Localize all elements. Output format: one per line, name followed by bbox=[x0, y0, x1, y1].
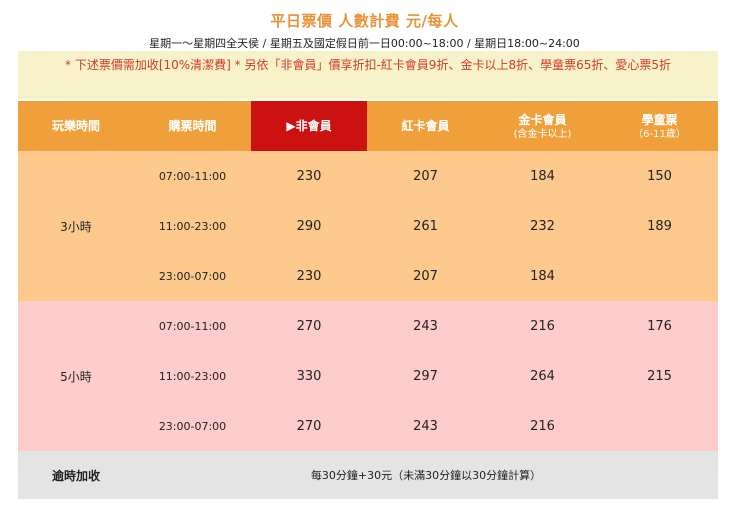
tab-student-ticket[interactable]: 學童票 （6-11歲） bbox=[601, 101, 718, 151]
red-card-price: 243 bbox=[367, 301, 484, 351]
gold-card-price: 216 bbox=[484, 401, 601, 451]
non-member-price: 290 bbox=[251, 201, 367, 251]
tab-gold-card-member[interactable]: 金卡會員 (含金卡以上) bbox=[484, 101, 601, 151]
slot-cell: 11:00-23:00 bbox=[134, 351, 251, 401]
red-card-price: 261 bbox=[367, 201, 484, 251]
non-member-price: 270 bbox=[251, 401, 367, 451]
student-price: 215 bbox=[601, 351, 718, 401]
student-price-empty bbox=[601, 401, 718, 451]
col-header-play-time: 玩樂時間 bbox=[18, 101, 134, 151]
group-3-hours: 3小時 07:00-11:00 230 207 184 150 11:00-23… bbox=[18, 151, 718, 301]
gold-card-price: 184 bbox=[484, 251, 601, 301]
student-price: 150 bbox=[601, 151, 718, 201]
non-member-price: 230 bbox=[251, 151, 367, 201]
slot-cell: 07:00-11:00 bbox=[134, 301, 251, 351]
red-card-price: 207 bbox=[367, 251, 484, 301]
table-row: 11:00-23:00 290 261 232 189 bbox=[18, 201, 718, 251]
schedule-subtitle: 星期一～星期四全天侯 / 星期五及國定假日前一日00:00~18:00 / 星期… bbox=[149, 37, 580, 50]
table-row: 23:00-07:00 230 207 184 bbox=[18, 251, 718, 301]
duration-cell: 3小時 bbox=[18, 151, 134, 301]
slot-cell: 23:00-07:00 bbox=[134, 251, 251, 301]
gold-card-price: 216 bbox=[484, 301, 601, 351]
gold-card-price: 184 bbox=[484, 151, 601, 201]
student-age-note: （6-11歲） bbox=[633, 128, 686, 140]
table-header-row: 玩樂時間 購票時間 ▶非會員 紅卡會員 金卡會員 (含金卡以上) 學童票 （6-11… bbox=[18, 101, 718, 151]
red-card-price: 243 bbox=[367, 401, 484, 451]
slot-cell: 07:00-11:00 bbox=[134, 151, 251, 201]
student-price: 189 bbox=[601, 201, 718, 251]
gold-card-price: 232 bbox=[484, 201, 601, 251]
duration-cell: 5小時 bbox=[18, 301, 134, 451]
gold-card-note: (含金卡以上) bbox=[513, 128, 572, 140]
table-row: 23:00-07:00 270 243 216 bbox=[18, 401, 718, 451]
slot-cell: 11:00-23:00 bbox=[134, 201, 251, 251]
student-price-empty bbox=[601, 251, 718, 301]
non-member-price: 330 bbox=[251, 351, 367, 401]
overtime-row: 逾時加收 每30分鐘+30元（未滿30分鐘以30分鐘計算） bbox=[18, 451, 718, 499]
tab-red-card-member[interactable]: 紅卡會員 bbox=[367, 101, 484, 151]
tab-non-member[interactable]: ▶非會員 bbox=[251, 101, 367, 151]
gold-card-price: 264 bbox=[484, 351, 601, 401]
col-header-purchase-time: 購票時間 bbox=[134, 101, 251, 151]
non-member-price: 230 bbox=[251, 251, 367, 301]
red-card-price: 297 bbox=[367, 351, 484, 401]
overtime-label: 逾時加收 bbox=[18, 451, 134, 499]
price-table: 玩樂時間 購票時間 ▶非會員 紅卡會員 金卡會員 (含金卡以上) 學童票 （6-11… bbox=[18, 101, 718, 499]
discount-notice: * 下述票價需加收[10%清潔費] * 另依「非會員」價享折扣-紅卡會員9折、金… bbox=[18, 51, 718, 99]
non-member-price: 270 bbox=[251, 301, 367, 351]
overtime-text: 每30分鐘+30元（未滿30分鐘以30分鐘計算） bbox=[134, 451, 718, 499]
red-card-price: 207 bbox=[367, 151, 484, 201]
table-row: 3小時 07:00-11:00 230 207 184 150 bbox=[18, 151, 718, 301]
table-row: 11:00-23:00 330 297 264 215 bbox=[18, 351, 718, 401]
student-price: 176 bbox=[601, 301, 718, 351]
slot-cell: 23:00-07:00 bbox=[134, 401, 251, 451]
group-5-hours: 5小時 07:00-11:00 270 243 216 176 11:00-23… bbox=[18, 301, 718, 451]
page-title: 平日票價 人數計費 元/每人 bbox=[270, 12, 459, 30]
table-row: 5小時 07:00-11:00 270 243 216 176 bbox=[18, 301, 718, 451]
